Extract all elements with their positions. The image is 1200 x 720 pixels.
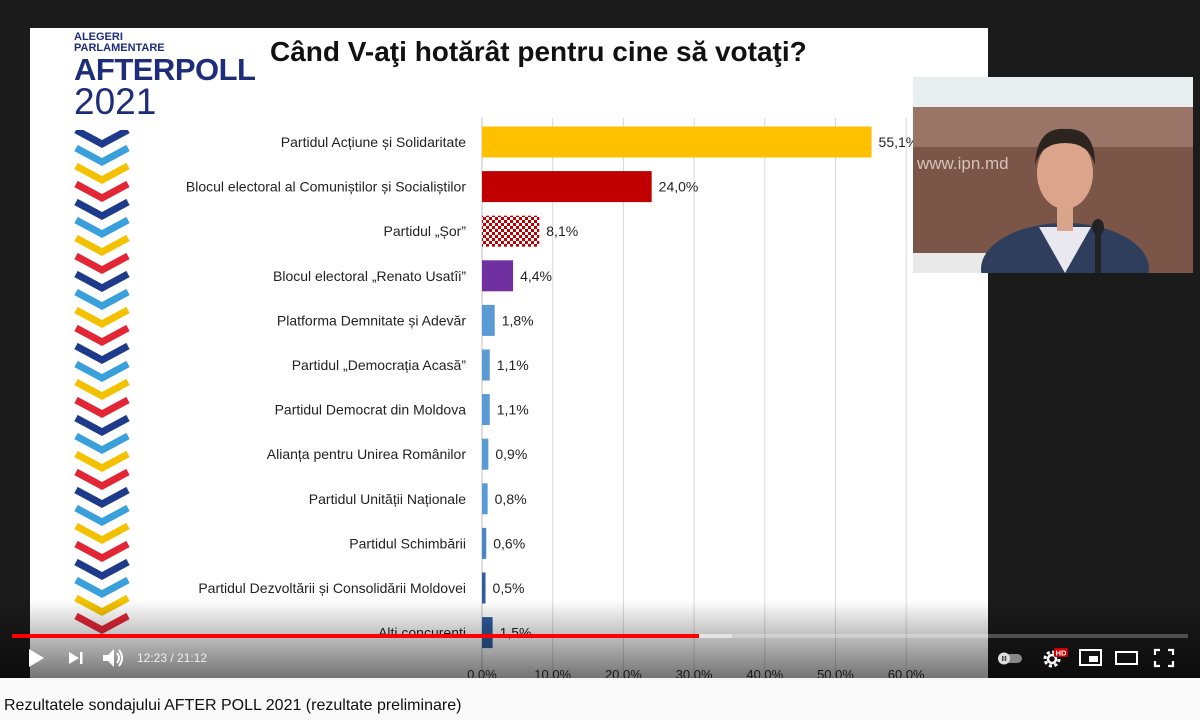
category-label: Partidul „Democrația Acasă” (292, 357, 467, 373)
slide-title: Când V-aţi hotărât pentru cine să votaţi… (270, 36, 807, 67)
next-icon[interactable] (65, 646, 87, 670)
value-label: 8,1% (546, 223, 578, 239)
logo-brand: AFTERPOLL (74, 52, 256, 87)
progress-bar[interactable] (12, 634, 1188, 638)
fullscreen-icon[interactable] (1152, 646, 1176, 670)
chevron-stripe (74, 252, 130, 274)
logo-line1: ALEGERI (74, 31, 123, 43)
miniplayer-icon[interactable] (1078, 646, 1104, 670)
speaker-video-frame: www.ipn.md (913, 77, 1193, 273)
afterpoll-logo: ALEGERI PARLAMENTARE AFTERPOLL 2021 (74, 31, 256, 122)
bar (482, 304, 495, 336)
bar (482, 349, 490, 381)
chevron-stripe (74, 522, 130, 544)
chevron-stripe (74, 198, 130, 220)
category-label: Blocul electoral „Renato Usatîi” (273, 268, 466, 284)
speaker-webcam: www.ipn.md (913, 77, 1193, 273)
category-label: Partidul „Șor” (384, 223, 467, 239)
category-label: Partidul Democrat din Moldova (275, 402, 467, 418)
value-label: 4,4% (520, 268, 552, 284)
value-label: 0,6% (493, 535, 525, 551)
bar-chart: 0,0%10,0%20,0%30,0%40,0%50,0%60,0%Partid… (186, 118, 925, 678)
presentation-slide: ALEGERI PARLAMENTARE AFTERPOLL 2021 Când… (30, 28, 988, 678)
chevron-stripe (74, 306, 130, 328)
chevron-stripe (74, 558, 130, 580)
chevron-stripe (74, 234, 130, 256)
chevron-stripe (74, 540, 130, 562)
value-label: 1,8% (502, 312, 534, 328)
chevron-stripe (74, 270, 130, 292)
bar (482, 260, 514, 292)
chevron-stripe (74, 360, 130, 382)
value-label: 1,1% (497, 402, 529, 418)
chevron-stripe (74, 216, 130, 238)
video-player[interactable]: ALEGERI PARLAMENTARE AFTERPOLL 2021 Când… (0, 0, 1200, 678)
category-label: Partidul Dezvoltării și Consolidării Mol… (198, 580, 466, 596)
settings-icon[interactable]: HD (1040, 646, 1068, 670)
bar (482, 527, 487, 559)
chevron-stripe (74, 486, 130, 508)
play-icon[interactable] (25, 646, 47, 670)
chevron-stripe (74, 468, 130, 490)
value-label: 55,1% (879, 134, 919, 150)
chevron-stripe (74, 396, 130, 418)
chevron-stripe (74, 288, 130, 310)
logo-year: 2021 (74, 81, 157, 122)
chevron-stripe (74, 324, 130, 346)
category-label: Platforma Demnitate și Adevăr (277, 312, 466, 328)
value-label: 0,5% (493, 580, 525, 596)
chevron-decoration-icon (74, 130, 130, 634)
chevron-stripe (74, 450, 130, 472)
value-label: 24,0% (659, 179, 699, 195)
progress-played (12, 634, 699, 638)
chevron-stripe (74, 342, 130, 364)
bar (482, 438, 489, 470)
chevron-stripe (74, 162, 130, 184)
bar (482, 394, 490, 426)
chevron-stripe (74, 576, 130, 598)
chevron-stripe (74, 414, 130, 436)
value-label: 0,8% (495, 491, 527, 507)
time-display: 12:23 / 21:12 (137, 651, 208, 665)
bar (482, 126, 872, 158)
controls-gradient (0, 600, 1200, 678)
category-label: Partidul Unității Naționale (309, 491, 466, 507)
autoplay-toggle-icon[interactable] (996, 646, 1024, 670)
value-label: 0,9% (495, 446, 527, 462)
chevron-stripe (74, 378, 130, 400)
theater-mode-icon[interactable] (1114, 646, 1140, 670)
bar (482, 171, 652, 203)
video-title: Rezultatele sondajului AFTER POLL 2021 (… (4, 697, 462, 714)
category-label: Alianța pentru Unirea Românilor (267, 446, 467, 462)
chevron-stripe (74, 504, 130, 526)
chevron-stripe (74, 130, 130, 148)
hd-badge: HD (1056, 649, 1067, 658)
chevron-stripe (74, 180, 130, 202)
logo-line2: PARLAMENTARE (74, 42, 165, 54)
category-label: Partidul Schimbării (349, 535, 466, 551)
category-label: Blocul electoral al Comuniștilor și Soci… (186, 179, 466, 195)
bar (482, 572, 486, 604)
bar (482, 215, 540, 247)
webcam-watermark: www.ipn.md (916, 154, 1009, 173)
chevron-stripe (74, 432, 130, 454)
chevron-stripe (74, 144, 130, 166)
category-label: Partidul Acțiune și Solidaritate (281, 134, 466, 150)
volume-icon[interactable] (100, 646, 126, 670)
value-label: 1,1% (497, 357, 529, 373)
bar (482, 483, 488, 515)
